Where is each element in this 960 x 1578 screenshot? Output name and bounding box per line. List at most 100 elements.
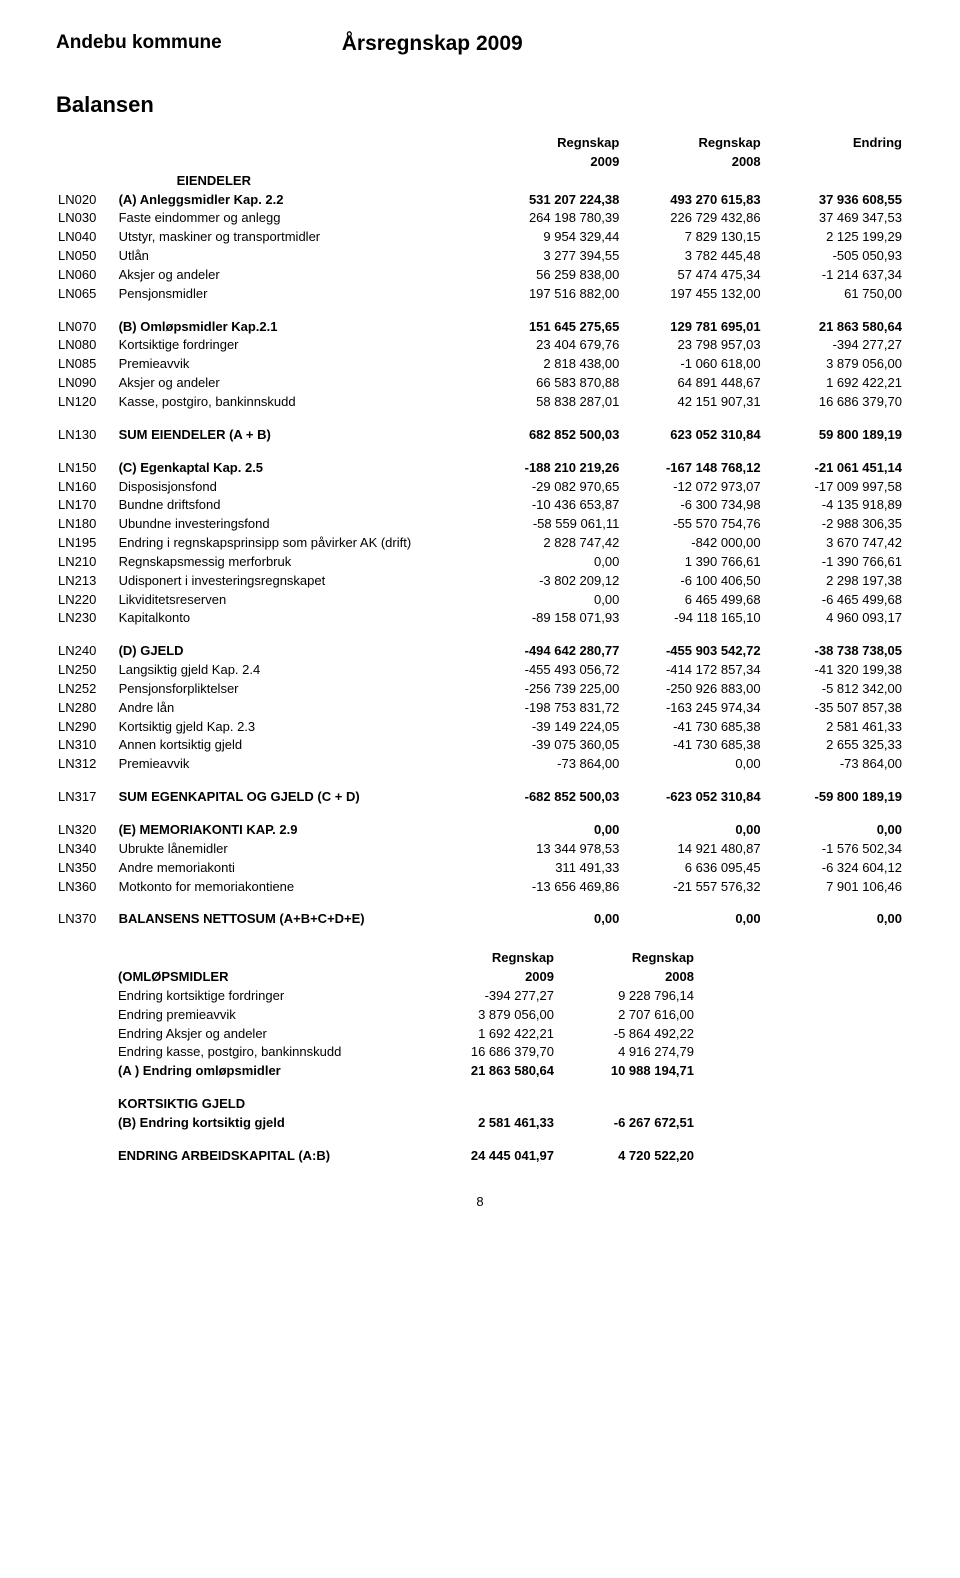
row-label: Kortsiktige fordringer <box>117 336 480 355</box>
row-code: LN252 <box>56 680 117 699</box>
row-label: Annen kortsiktig gjeld <box>117 736 480 755</box>
table-row: LN090Aksjer og andeler66 583 870,8864 89… <box>56 374 904 393</box>
table-row: LN195Endring i regnskapsprinsipp som påv… <box>56 534 904 553</box>
table-row: LN240(D) GJELD-494 642 280,77-455 903 54… <box>56 642 904 661</box>
row-label: Langsiktig gjeld Kap. 2.4 <box>117 661 480 680</box>
row-code: LN312 <box>56 755 117 774</box>
row-label: Andre memoriakonti <box>117 859 480 878</box>
row-label: Endring i regnskapsprinsipp som påvirker… <box>117 534 480 553</box>
col-header-year-2009: 2009 <box>480 153 621 172</box>
row-val-endring: -1 576 502,34 <box>763 840 904 859</box>
row-code: LN290 <box>56 718 117 737</box>
row-val-2009: 9 954 329,44 <box>480 228 621 247</box>
row-val-2008: 64 891 448,67 <box>621 374 762 393</box>
table-heading-row: EIENDELER <box>56 172 904 191</box>
row-val-endring: -6 324 604,12 <box>763 859 904 878</box>
sec2-head-label: (OMLØPSMIDLER <box>116 968 416 987</box>
row-code: LN280 <box>56 699 117 718</box>
row-code: LN030 <box>56 209 117 228</box>
row-val-2008: 0,00 <box>621 910 762 929</box>
row-val-2009: -13 656 469,86 <box>480 878 621 897</box>
table-row: LN040Utstyr, maskiner og transportmidler… <box>56 228 904 247</box>
table-row: LN080Kortsiktige fordringer23 404 679,76… <box>56 336 904 355</box>
row-label: Pensjonsforpliktelser <box>117 680 480 699</box>
row-code: LN150 <box>56 459 117 478</box>
row-label: Motkonto for memoriakontiene <box>117 878 480 897</box>
page-container: Andebu kommune Årsregnskap 2009 Balansen… <box>0 0 960 1249</box>
col-header-row-1: Regnskap Regnskap Endring <box>56 134 904 153</box>
row-val-endring: -21 061 451,14 <box>763 459 904 478</box>
table-row: LN230Kapitalkonto-89 158 071,93-94 118 1… <box>56 609 904 628</box>
row-val-endring: 37 936 608,55 <box>763 191 904 210</box>
row-val-2008: -94 118 165,10 <box>621 609 762 628</box>
table-spacer <box>56 445 904 459</box>
row-val-2008: 3 782 445,48 <box>621 247 762 266</box>
row-val-2008: 10 988 194,71 <box>556 1062 696 1081</box>
row-val-endring: 2 581 461,33 <box>763 718 904 737</box>
row-code: LN340 <box>56 840 117 859</box>
row-val-endring: -1 390 766,61 <box>763 553 904 572</box>
row-val-2009: 0,00 <box>480 821 621 840</box>
row-val-endring: -4 135 918,89 <box>763 496 904 515</box>
row-val-2009: 13 344 978,53 <box>480 840 621 859</box>
table-row: LN030Faste eindommer og anlegg264 198 78… <box>56 209 904 228</box>
table-row: LN213Udisponert i investeringsregnskapet… <box>56 572 904 591</box>
section-title: Balansen <box>56 92 904 118</box>
row-val-endring: -59 800 189,19 <box>763 788 904 807</box>
row-val-2009: -198 753 831,72 <box>480 699 621 718</box>
row-val-endring: -394 277,27 <box>763 336 904 355</box>
row-val-endring: 59 800 189,19 <box>763 426 904 445</box>
row-val-endring: 4 960 093,17 <box>763 609 904 628</box>
row-val-2009: 3 277 394,55 <box>480 247 621 266</box>
row-label: (E) MEMORIAKONTI KAP. 2.9 <box>117 821 480 840</box>
row-code: LN130 <box>56 426 117 445</box>
table-row: LN150(C) Egenkaptal Kap. 2.5-188 210 219… <box>56 459 904 478</box>
row-code: LN210 <box>56 553 117 572</box>
row-val-2008: 623 052 310,84 <box>621 426 762 445</box>
row-code: LN317 <box>56 788 117 807</box>
row-val-endring: 61 750,00 <box>763 285 904 304</box>
row-val-endring: -41 320 199,38 <box>763 661 904 680</box>
row-code: LN070 <box>56 318 117 337</box>
table-spacer <box>56 774 904 788</box>
table-row: LN180Ubundne investeringsfond-58 559 061… <box>56 515 904 534</box>
row-label: Likviditetsreserven <box>117 591 480 610</box>
row-code: LN350 <box>56 859 117 878</box>
row-val-2008: 6 465 499,68 <box>621 591 762 610</box>
row-label: (A ) Endring omløpsmidler <box>116 1062 416 1081</box>
row-val-2009: 2 818 438,00 <box>480 355 621 374</box>
table-row: LN320(E) MEMORIAKONTI KAP. 2.90,000,000,… <box>56 821 904 840</box>
row-val-endring: -1 214 637,34 <box>763 266 904 285</box>
row-label: Kortsiktig gjeld Kap. 2.3 <box>117 718 480 737</box>
row-val-2008: -12 072 973,07 <box>621 478 762 497</box>
row-val-2008: -167 148 768,12 <box>621 459 762 478</box>
row-val-2009: -73 864,00 <box>480 755 621 774</box>
sec2-col-header-year-2009: 2009 <box>416 968 556 987</box>
table-spacer <box>56 412 904 426</box>
row-val-2009: -58 559 061,11 <box>480 515 621 534</box>
table-row: LN020(A) Anleggsmidler Kap. 2.2531 207 2… <box>56 191 904 210</box>
row-val-2008: 2 707 616,00 <box>556 1006 696 1025</box>
row-val-2008: 57 474 475,34 <box>621 266 762 285</box>
table-spacer <box>116 1133 696 1147</box>
row-val-2008: 14 921 480,87 <box>621 840 762 859</box>
row-val-2008: 129 781 695,01 <box>621 318 762 337</box>
row-label: (A) Anleggsmidler Kap. 2.2 <box>117 191 480 210</box>
sec2-col-header-row-2: (OMLØPSMIDLER20092008 <box>116 968 696 987</box>
row-val-2008 <box>556 1095 696 1114</box>
row-label: ENDRING ARBEIDSKAPITAL (A:B) <box>116 1147 416 1166</box>
row-label: (B) Omløpsmidler Kap.2.1 <box>117 318 480 337</box>
table-row: Endring kasse, postgiro, bankinnskudd16 … <box>116 1043 696 1062</box>
table-spacer <box>56 304 904 318</box>
table-row: KORTSIKTIG GJELD <box>116 1095 696 1114</box>
row-val-2008: -6 267 672,51 <box>556 1114 696 1133</box>
header-title: Årsregnskap 2009 <box>342 32 523 56</box>
row-val-2009: 264 198 780,39 <box>480 209 621 228</box>
table-row: LN065Pensjonsmidler197 516 882,00197 455… <box>56 285 904 304</box>
row-val-2009: -10 436 653,87 <box>480 496 621 515</box>
row-code: LN120 <box>56 393 117 412</box>
row-val-2008: 9 228 796,14 <box>556 987 696 1006</box>
row-label: Ubundne investeringsfond <box>117 515 480 534</box>
table-row: LN070(B) Omløpsmidler Kap.2.1151 645 275… <box>56 318 904 337</box>
row-label: Utstyr, maskiner og transportmidler <box>117 228 480 247</box>
